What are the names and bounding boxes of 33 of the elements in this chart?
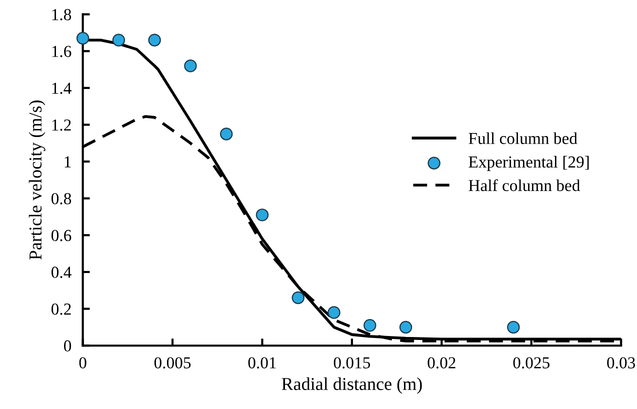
x-axis-title: Radial distance (m) <box>282 377 422 394</box>
point <box>364 318 376 332</box>
y-tick-label: 0.8 <box>52 193 72 204</box>
y-tick-label: 1 <box>64 156 71 168</box>
y-tick-label: 1.6 <box>52 46 72 58</box>
x-tick-label: 0.005 <box>154 357 191 369</box>
legend-label: Experimental [29] <box>468 156 589 172</box>
x-tick-label: 0.02 <box>428 357 456 369</box>
point <box>220 128 233 140</box>
point <box>292 291 304 304</box>
point <box>184 59 197 72</box>
legend-label: Half column bed <box>468 179 580 192</box>
y-tick-label: 0.2 <box>52 303 71 315</box>
point <box>148 34 161 46</box>
y-tick-label: 0.6 <box>52 230 72 242</box>
point <box>76 32 90 45</box>
point <box>256 208 269 222</box>
x-tick-label: 0.015 <box>334 357 370 369</box>
y-axis-title: Particle velocity (m/s) <box>28 100 46 260</box>
x-tick-label: 0.01 <box>248 357 276 369</box>
y-tick-label: 1.8 <box>52 9 72 20</box>
point <box>328 306 340 319</box>
point <box>399 320 412 334</box>
x-tick-label: 0.025 <box>513 357 550 369</box>
point <box>112 34 126 46</box>
x-tick-label: 0.03 <box>607 357 636 369</box>
y-tick-label: 1.2 <box>52 119 71 131</box>
y-tick-label: 1.4 <box>52 82 72 94</box>
y-tick-label: 0.4 <box>52 266 72 278</box>
x-tick-label: 0 <box>79 357 86 368</box>
point <box>507 320 520 334</box>
y-tick-label: 0 <box>64 340 72 352</box>
legend-label: Full column bed <box>468 132 578 144</box>
